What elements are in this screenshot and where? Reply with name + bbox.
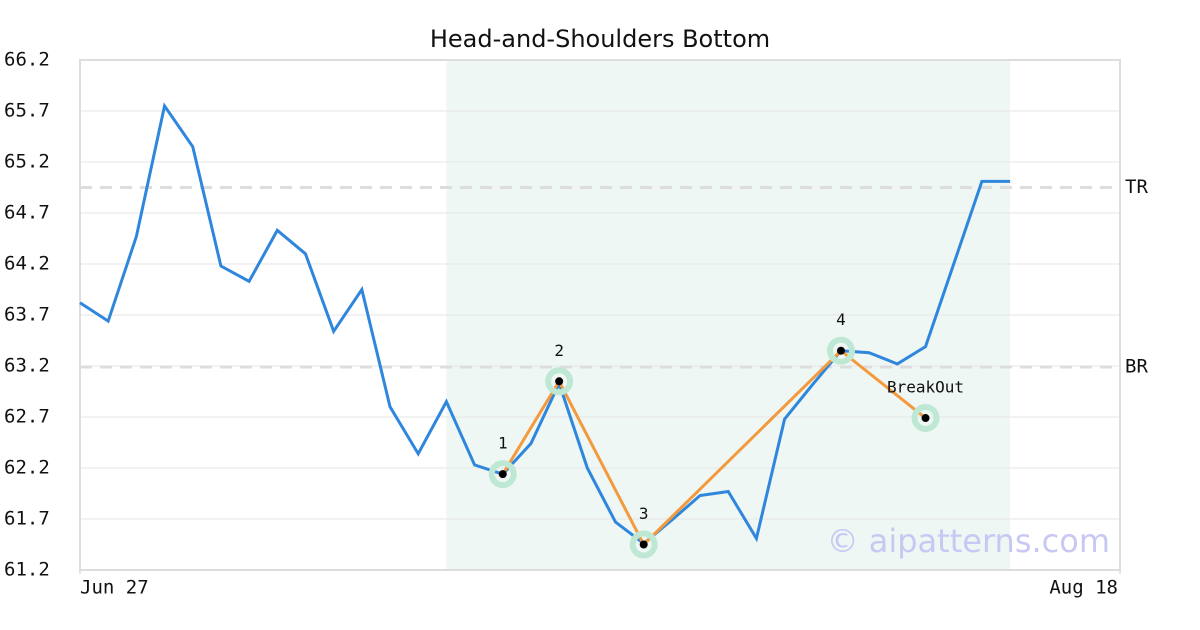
watermark: © aipatterns.com [827,522,1110,560]
price-line [79,102,1011,546]
pattern-label: 4 [836,310,846,329]
pattern-halo [488,460,517,489]
pattern-halo [629,530,658,559]
pattern-point [921,414,930,423]
y-tick-label: 63.7 [4,304,50,326]
y-tick-label: 62.2 [4,457,50,479]
plot-frame [79,59,1121,571]
chart-title: Head-and-Shoulders Bottom [430,25,770,53]
pattern-label: BreakOut [887,378,964,397]
pattern-point [836,346,845,355]
pattern-halo [911,404,940,433]
pattern-label: 3 [639,504,649,523]
x-tick-label: Aug 18 [1049,577,1118,599]
x-tick-label: Jun 27 [80,577,149,599]
y-tick-label: 66.2 [4,49,50,71]
y-tick-label: 65.7 [4,100,50,122]
pattern-label: 2 [554,341,564,360]
y-tick-label: 63.2 [4,355,50,377]
pattern-point [639,540,648,549]
pattern-point [498,470,507,479]
y-tick-label: 64.2 [4,253,50,275]
y-tick-label: 64.7 [4,202,50,224]
pattern-label: 1 [498,434,508,453]
y-tick-label: 62.7 [4,406,50,428]
pattern-point [555,377,564,386]
reference-label: BR [1125,356,1148,378]
pattern-halo [545,367,574,396]
y-tick-label: 65.2 [4,151,50,173]
y-tick-label: 61.7 [4,508,50,530]
reference-label: TR [1125,176,1148,198]
pattern-halo [826,336,855,365]
y-tick-label: 61.2 [4,559,50,581]
